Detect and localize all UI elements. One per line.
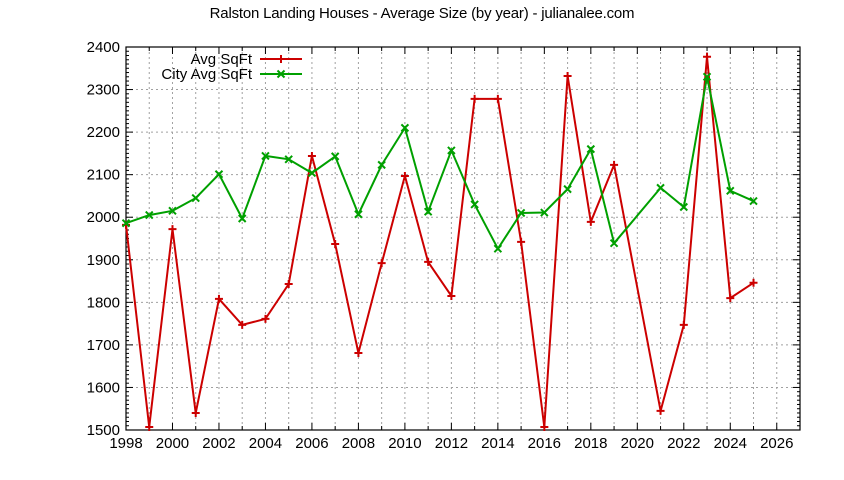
x-marker-icon: [377, 160, 386, 170]
plus-marker-icon: [145, 423, 154, 432]
grid-lines: [126, 47, 800, 430]
x-marker-icon: [656, 183, 665, 193]
plus-marker-icon: [354, 348, 363, 357]
plus-marker-icon: [424, 257, 433, 266]
plus-marker-icon: [261, 314, 270, 323]
x-tick-label: 2022: [667, 435, 700, 452]
plus-marker-icon: [470, 94, 479, 103]
x-marker-icon: [261, 151, 270, 161]
x-tick-label: 2018: [574, 435, 607, 452]
y-tick-label: 2100: [87, 167, 120, 184]
y-tick-label: 1700: [87, 337, 120, 354]
x-marker-icon: [284, 155, 293, 164]
x-marker-icon: [493, 244, 503, 253]
x-tick-label: 2014: [481, 435, 514, 452]
x-marker-icon: [586, 144, 596, 154]
y-tick-label: 2000: [87, 209, 120, 226]
x-marker-icon: [540, 208, 549, 217]
plus-marker-icon: [277, 55, 285, 63]
y-tick-label: 2400: [87, 39, 120, 56]
x-marker-icon: [145, 210, 154, 220]
x-tick-label: 2008: [342, 435, 375, 452]
plus-marker-icon: [517, 237, 526, 246]
plus-marker-icon: [610, 160, 619, 169]
x-tick-label: 2002: [202, 435, 235, 452]
plot-border: [125, 46, 801, 431]
x-tick-label: 2012: [435, 435, 468, 452]
plus-marker-icon: [679, 320, 688, 329]
series-line: [125, 56, 755, 428]
x-marker-icon: [276, 69, 286, 79]
plus-marker-icon: [377, 259, 386, 268]
x-marker-icon: [702, 72, 712, 81]
x-marker-icon: [516, 208, 526, 218]
plus-marker-icon: [400, 171, 409, 180]
x-tick-label: 2006: [295, 435, 328, 452]
plus-marker-icon: [540, 423, 549, 432]
y-tick-label: 1600: [87, 379, 120, 396]
x-tick-label: 2000: [156, 435, 189, 452]
x-marker-icon: [749, 196, 758, 206]
plus-marker-icon: [656, 406, 665, 415]
x-tick-label: 2026: [760, 435, 793, 452]
plus-marker-icon: [214, 294, 223, 303]
x-marker-icon: [214, 170, 224, 179]
y-tick-label: 2300: [87, 82, 120, 99]
plus-marker-icon: [307, 151, 316, 160]
x-marker-icon: [470, 200, 479, 209]
plus-marker-icon: [726, 294, 735, 303]
x-marker-icon: [609, 238, 619, 248]
x-marker-icon: [726, 186, 735, 196]
x-tick-label: 2024: [714, 435, 747, 452]
legend-label: City Avg SqFt: [161, 66, 252, 83]
x-tick-label: 2010: [388, 435, 421, 452]
legend-label: Avg SqFt: [191, 51, 253, 68]
plus-marker-icon: [493, 94, 502, 103]
x-tick-label: 2004: [249, 435, 282, 452]
x-marker-icon: [679, 202, 689, 212]
plus-marker-icon: [586, 217, 595, 226]
x-marker-icon: [168, 206, 177, 216]
plus-marker-icon: [749, 278, 758, 287]
plus-marker-icon: [563, 71, 572, 80]
plus-marker-icon: [447, 291, 456, 300]
plus-marker-icon: [191, 408, 200, 417]
x-marker-icon: [307, 168, 317, 178]
x-tick-label: 1998: [109, 435, 142, 452]
y-tick-label: 1800: [87, 294, 120, 311]
x-marker-icon: [330, 152, 340, 161]
x-marker-icon: [354, 210, 363, 219]
axes: 1500 1600 1700 1800 1900 2000 2100 2200 2300 2400…: [87, 39, 801, 452]
x-marker-icon: [237, 214, 247, 223]
series-avg-sqft: [122, 52, 758, 432]
y-tick-label: 1500: [87, 422, 120, 439]
y-tick-label: 2200: [87, 124, 120, 141]
plus-marker-icon: [168, 225, 177, 234]
plus-marker-icon: [284, 280, 293, 289]
data-series: [121, 52, 758, 432]
x-marker-icon: [121, 218, 131, 228]
x-tick-label: 2020: [621, 435, 654, 452]
x-tick-label: 2016: [528, 435, 561, 452]
x-marker-icon: [563, 184, 572, 194]
plus-marker-icon: [331, 240, 340, 249]
series-city-avg-sqft: [121, 72, 758, 253]
x-marker-icon: [191, 193, 200, 203]
plus-marker-icon: [703, 52, 712, 61]
chart-title: Ralston Landing Houses - Average Size (b…: [209, 5, 635, 22]
x-marker-icon: [423, 207, 433, 216]
y-tick-label: 1900: [87, 252, 120, 269]
series-line: [125, 76, 754, 251]
x-marker-icon: [400, 123, 410, 133]
plus-marker-icon: [238, 320, 247, 329]
x-marker-icon: [447, 146, 456, 155]
